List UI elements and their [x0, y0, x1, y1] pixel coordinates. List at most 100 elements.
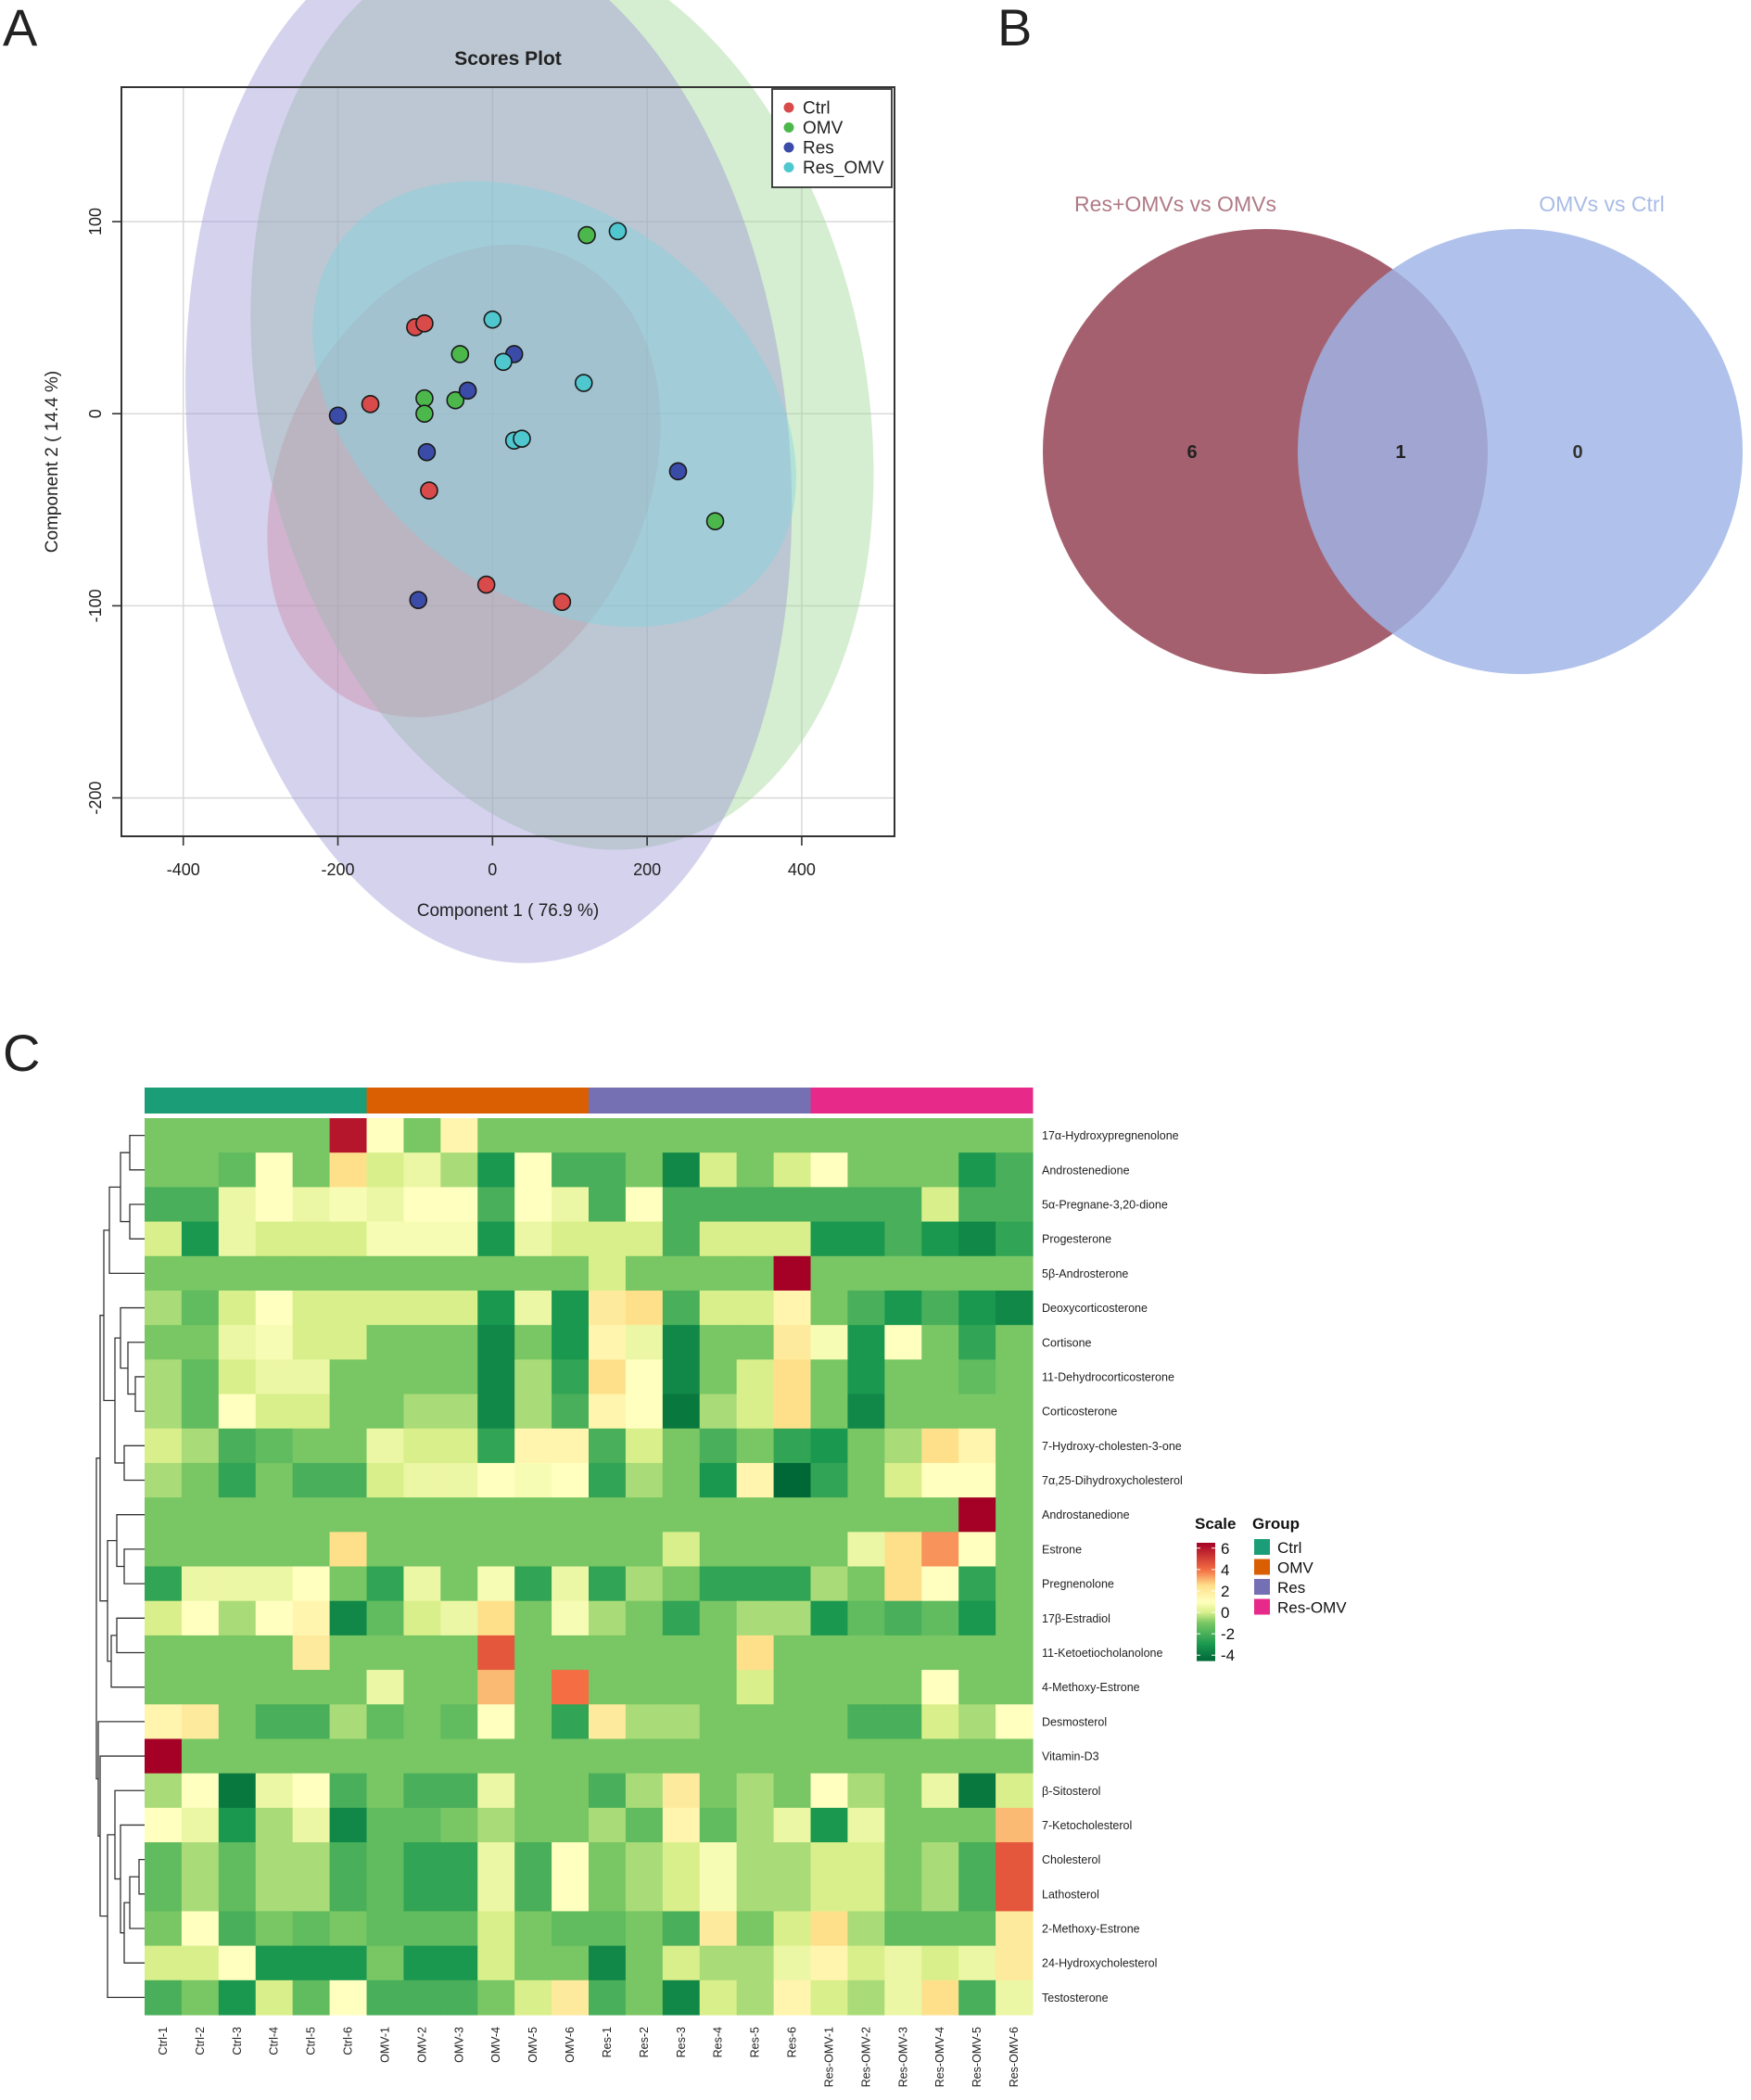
row-label: 7α,25-Dihydroxycholesterol [1042, 1474, 1183, 1487]
dendrogram-branch [114, 1337, 124, 1464]
heatmap-cell [773, 1359, 812, 1395]
heatmap-cell [773, 1497, 812, 1533]
heatmap-cell [552, 1738, 590, 1775]
heatmap-cell [552, 1945, 590, 1981]
heatmap-cell [921, 1773, 959, 1809]
heatmap-cell [552, 1773, 590, 1809]
heatmap-cell [292, 1325, 331, 1360]
venn-intersection-count: 1 [1395, 442, 1405, 463]
heatmap-cell [255, 1945, 294, 1981]
heatmap-cell [255, 1462, 294, 1498]
heatmap-cell [810, 1600, 849, 1636]
heatmap-cell [218, 1462, 257, 1498]
scale-gradient-step [1197, 1613, 1215, 1616]
heatmap-cell [329, 1911, 368, 1947]
heatmap-cell [292, 1773, 331, 1809]
heatmap-cell [477, 1566, 515, 1602]
heatmap-cell [181, 1152, 220, 1188]
row-label: Testosterone [1042, 1992, 1109, 2005]
column-label: Res-OMV-6 [1008, 2027, 1021, 2087]
row-label: Cholesterol [1042, 1853, 1100, 1866]
heatmap-cell [366, 1807, 405, 1843]
heatmap-cell [996, 1187, 1034, 1223]
heatmap-cell [699, 1325, 738, 1360]
heatmap-cell [958, 1118, 996, 1153]
heatmap-cell [958, 1842, 996, 1877]
heatmap-cell [292, 1359, 331, 1395]
heatmap-cell [921, 1704, 959, 1740]
heatmap-cell [145, 1566, 183, 1602]
heatmap-cell [329, 1497, 368, 1533]
heatmap-cell [662, 1359, 701, 1395]
scale-gradient-step [1197, 1560, 1215, 1563]
heatmap-cell [440, 1290, 478, 1326]
heatmap-cell [810, 1152, 849, 1188]
confidence-ellipse-omv [250, 0, 874, 850]
heatmap-cell [477, 1497, 515, 1533]
heatmap-cell [440, 1600, 478, 1636]
heatmap-cell [514, 1394, 552, 1430]
heatmap-cell [403, 1635, 441, 1671]
heatmap-cell [440, 1325, 478, 1360]
heatmap-cell [477, 1325, 515, 1360]
heatmap-cell [255, 1359, 294, 1395]
point-omv [415, 404, 434, 424]
heatmap-cell [514, 1670, 552, 1705]
heatmap-cell [662, 1428, 701, 1464]
heatmap-cell [699, 1635, 738, 1671]
row-label: 7-Hydroxy-cholesten-3-one [1042, 1440, 1182, 1453]
heatmap-cell [773, 1911, 812, 1947]
heatmap-cell [662, 1911, 701, 1947]
heatmap-cell [699, 1290, 738, 1326]
point-omv [450, 345, 470, 363]
x-tick-label: -400 [167, 860, 200, 879]
heatmap-cell [181, 1704, 220, 1740]
heatmap-cell [847, 1877, 885, 1913]
x-tick-label: 0 [488, 860, 497, 879]
heatmap-cell [589, 1945, 627, 1981]
scale-gradient-step [1197, 1572, 1215, 1575]
venn-diagram: Res+OMVs vs OMVs OMVs vs Ctrl 6 1 0 [1043, 192, 1743, 674]
heatmap-cell [255, 1670, 294, 1705]
point-ctrl [415, 314, 434, 333]
heatmap-cell [477, 1187, 515, 1223]
heatmap-cell [255, 1394, 294, 1430]
column-label: Res-5 [749, 2027, 762, 2057]
scale-gradient-step [1197, 1640, 1215, 1644]
scale-tick-label: 4 [1221, 1561, 1229, 1579]
heatmap-cell [255, 1497, 294, 1533]
heatmap-cell [847, 1704, 885, 1740]
heatmap-cell [736, 1221, 775, 1257]
heatmap-cell [662, 1704, 701, 1740]
venn-set-1-count: 6 [1186, 442, 1197, 463]
heatmap-cell [218, 1566, 257, 1602]
dendrogram-branch [123, 1445, 145, 1482]
heatmap-cell [921, 1807, 959, 1843]
scale-gradient-step [1197, 1594, 1215, 1597]
heatmap-cell [625, 1566, 664, 1602]
heatmap-cell [884, 1359, 922, 1395]
heatmap-cell [292, 1842, 331, 1877]
y-tick-label: 0 [86, 409, 105, 418]
point-ctrl [361, 395, 380, 414]
heatmap-cell [958, 1394, 996, 1430]
heatmap-cell [921, 1462, 959, 1498]
heatmap-cell [329, 1325, 368, 1360]
heatmap-cell [255, 1325, 294, 1360]
heatmap-cell [145, 1670, 183, 1705]
heatmap-cell [699, 1118, 738, 1153]
heatmap-cell [292, 1152, 331, 1188]
heatmap-cell [921, 1532, 959, 1568]
column-label: Res-OMV-1 [822, 2027, 835, 2087]
heatmap-cell [625, 1359, 664, 1395]
heatmap-cell [145, 1221, 183, 1257]
column-label: Res-6 [786, 2027, 799, 2057]
heatmap-cell [552, 1462, 590, 1498]
scale-legend-title: Scale [1195, 1515, 1236, 1533]
column-label: Ctrl-6 [342, 2027, 355, 2055]
heatmap-cell [181, 1670, 220, 1705]
heatmap-cell [884, 1187, 922, 1223]
heatmap-cell [218, 1394, 257, 1430]
heatmap-cell [292, 1877, 331, 1913]
heatmap-cell [181, 1325, 220, 1360]
